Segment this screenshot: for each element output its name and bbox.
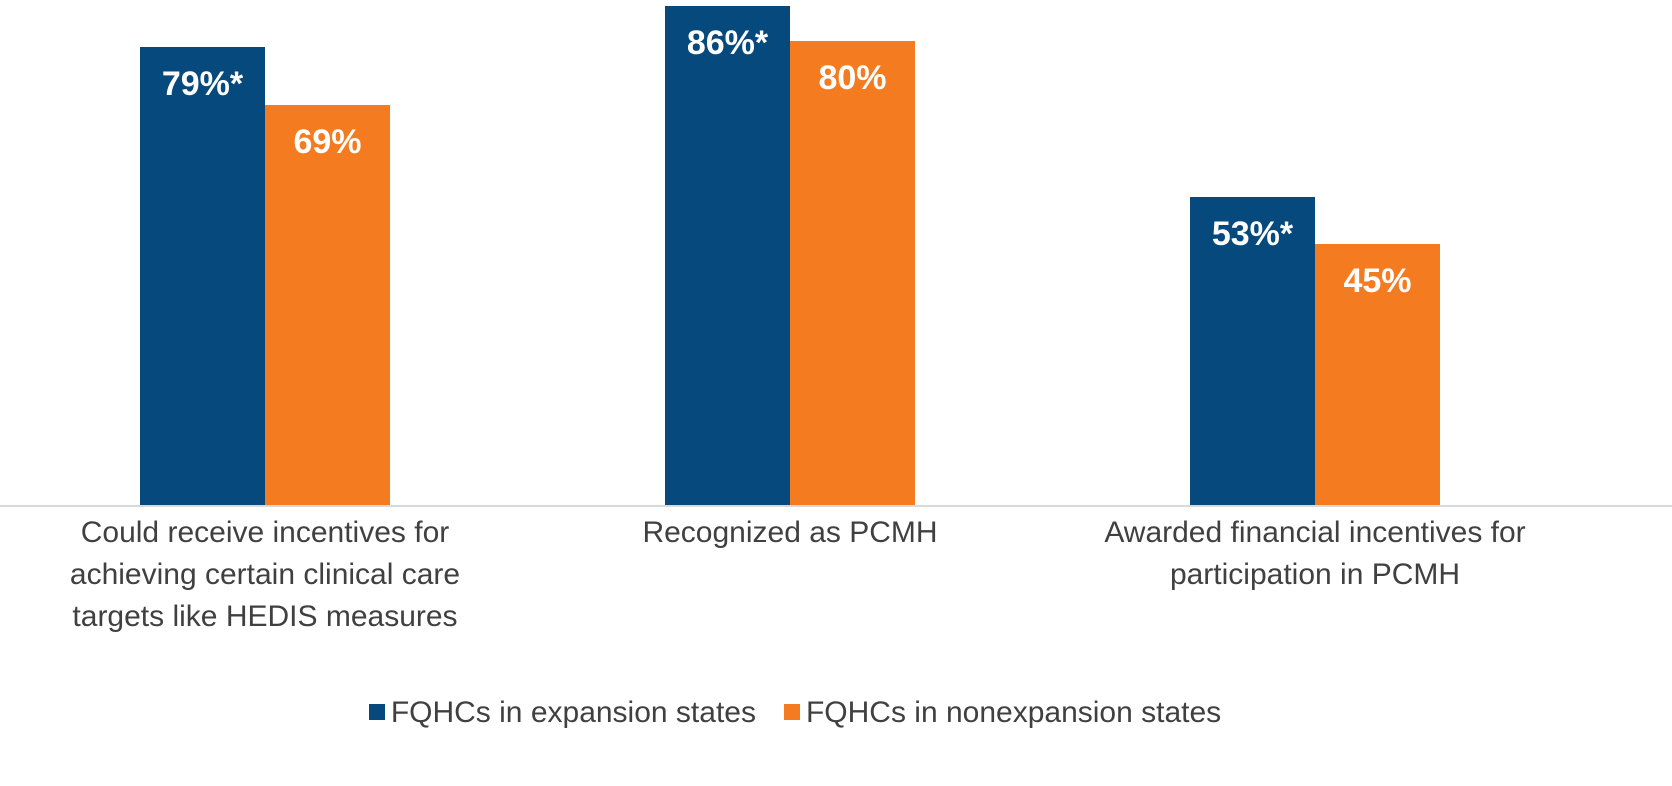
x-tick-label: Recognized as PCMH <box>642 516 938 549</box>
bar <box>140 46 265 505</box>
value-label: 45% <box>1343 261 1412 300</box>
bar <box>1315 243 1440 505</box>
value-label: 53%* <box>1211 215 1294 254</box>
legend-label: FQHCs in nonexpansion states <box>805 696 1222 729</box>
bar <box>1190 197 1315 505</box>
value-label: 86%* <box>686 24 769 62</box>
legend-swatch <box>783 704 800 720</box>
legend: FQHCs in expansion states FQHCs in nonexp… <box>0 696 1590 730</box>
legend-label: FQHCs in expansion states <box>390 696 756 729</box>
legend-swatch <box>368 704 385 720</box>
value-label: 79%* <box>161 64 244 103</box>
value-label: 69% <box>293 122 362 161</box>
bar <box>265 104 390 505</box>
legend-item: FQHCs in expansion states <box>368 696 756 730</box>
baseline <box>0 505 1672 507</box>
x-tick-label: Awarded financial incentives for partici… <box>1104 516 1526 591</box>
bar <box>665 6 790 505</box>
x-tick-label: Could receive incentives for achieving c… <box>69 516 461 633</box>
bar <box>790 40 915 505</box>
value-label: 80% <box>818 58 887 97</box>
legend-item: FQHCs in nonexpansion states <box>783 696 1222 730</box>
